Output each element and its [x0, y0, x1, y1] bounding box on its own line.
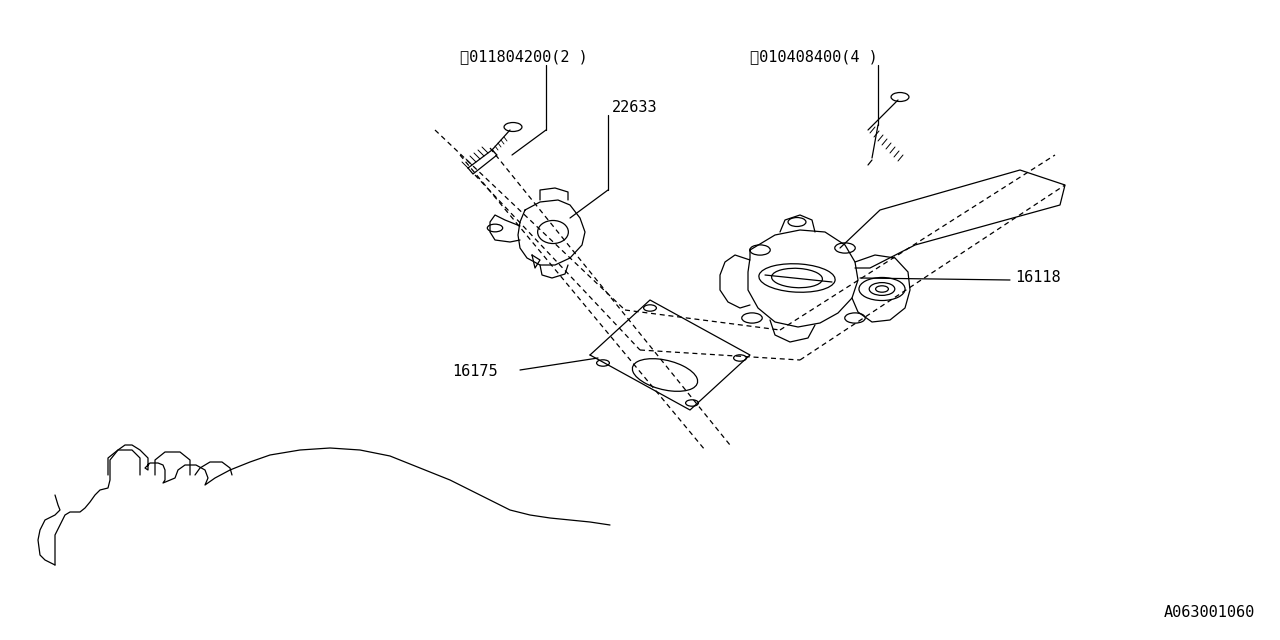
- Text: 16175: 16175: [452, 365, 498, 380]
- Text: 22633: 22633: [612, 100, 658, 115]
- Text: A063001060: A063001060: [1164, 605, 1254, 620]
- Text: 16118: 16118: [1015, 271, 1061, 285]
- Text: Ⓓ010408400(4 ): Ⓓ010408400(4 ): [750, 49, 878, 65]
- Text: Ⓢ011804200(2 ): Ⓢ011804200(2 ): [460, 49, 588, 65]
